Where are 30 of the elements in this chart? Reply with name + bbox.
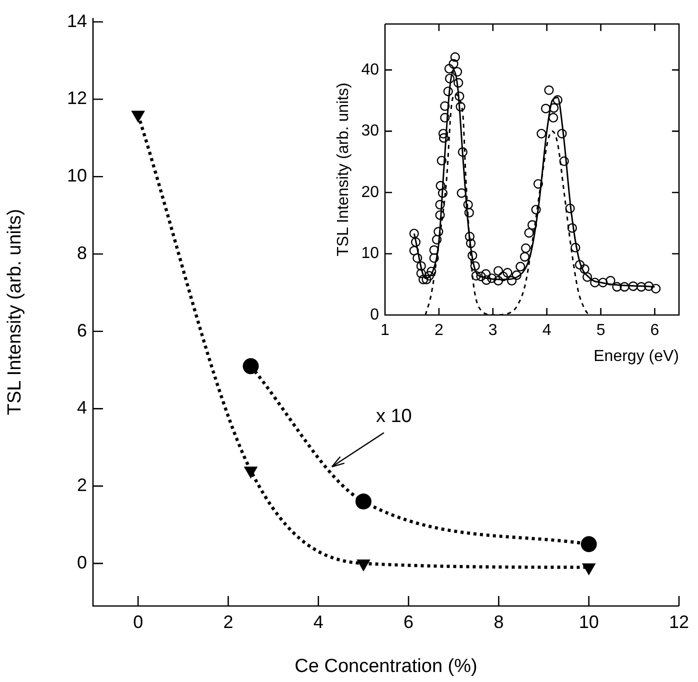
y-tick-label: 8 xyxy=(76,242,87,263)
x-axis-title: Ce Concentration (%) xyxy=(294,656,478,677)
y-tick-label: 0 xyxy=(76,552,87,572)
x-tick-label: 6 xyxy=(650,322,660,340)
x-tick-label: 2 xyxy=(223,612,234,632)
x-tick-label: 10 xyxy=(578,612,599,632)
x-tick-label: 4 xyxy=(313,612,324,632)
x-tick-label: 8 xyxy=(494,612,504,632)
x-tick-label: 5 xyxy=(596,322,606,340)
y-tick-label: 40 xyxy=(361,61,380,78)
y-tick-label: 10 xyxy=(361,245,380,262)
y-tick-label: 0 xyxy=(370,306,380,324)
annotation: x 10 xyxy=(376,406,412,427)
y-tick-label: 14 xyxy=(66,10,87,31)
x-axis-title: Energy (eV) xyxy=(594,348,679,365)
x-tick-label: 4 xyxy=(542,322,552,340)
y-tick-label: 4 xyxy=(76,398,87,418)
x-tick-label: 3 xyxy=(488,322,498,340)
x-tick-label: 6 xyxy=(404,612,414,632)
y-axis-title: TSL Intensity (arb. units) xyxy=(335,82,352,256)
y-tick-label: 30 xyxy=(361,122,380,140)
x-tick-label: 12 xyxy=(668,612,690,632)
y-axis-title: TSL Intensity (arb. units) xyxy=(4,208,26,416)
y-tick-label: 20 xyxy=(361,184,380,201)
y-tick-label: 12 xyxy=(66,88,87,108)
x-tick-label: 1 xyxy=(380,322,390,340)
x-tick-label: 2 xyxy=(434,322,444,340)
y-tick-label: 10 xyxy=(66,166,87,186)
x-tick-label: 0 xyxy=(133,612,144,632)
y-tick-label: 2 xyxy=(76,475,87,496)
